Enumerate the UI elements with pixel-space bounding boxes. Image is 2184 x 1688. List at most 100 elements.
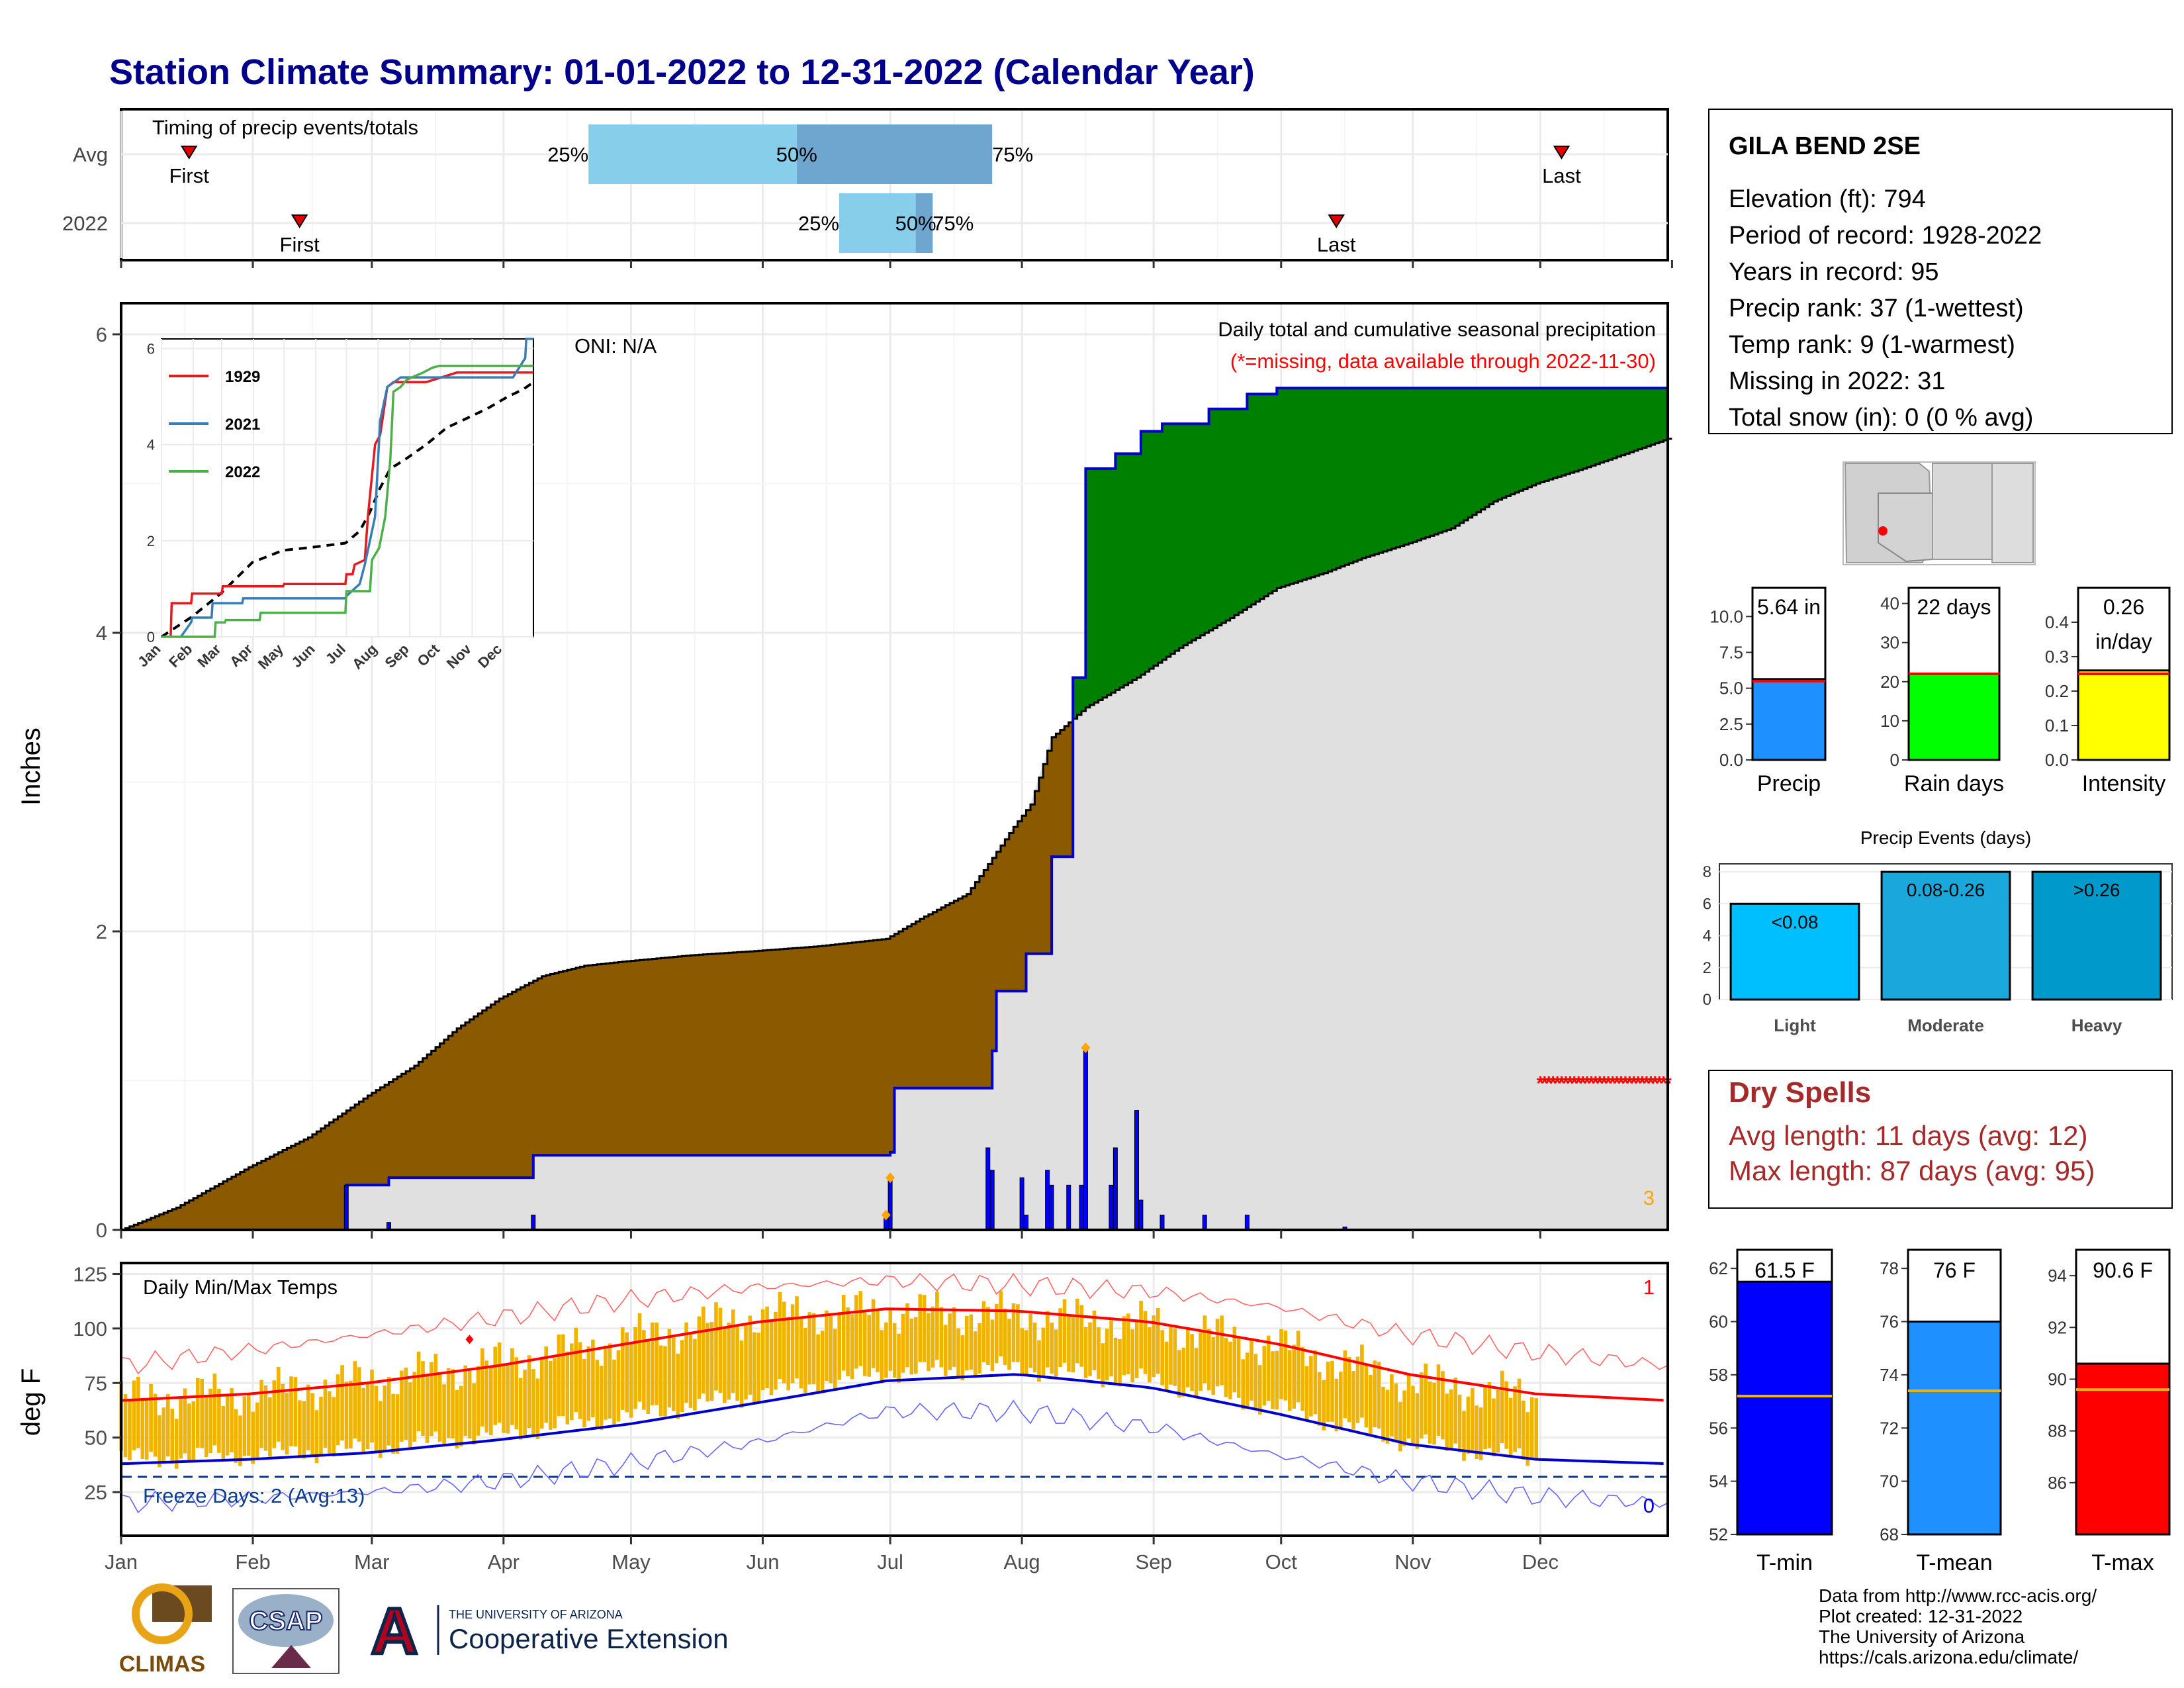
- summary-y-tick-label-intensity: 0.2: [2045, 681, 2069, 701]
- precip-missing-marker: *: [1545, 1073, 1553, 1095]
- summary-category-label-rain-days: Rain days: [1904, 771, 2004, 796]
- page-title: Station Climate Summary: 01-01-2022 to 1…: [109, 52, 1255, 92]
- precip-missing-marker: *: [1639, 1073, 1647, 1095]
- footer-line-4: https://cals.arizona.edu/climate/: [1819, 1647, 2078, 1667]
- month-label: Jan: [105, 1550, 138, 1573]
- summary-y-tick-label-rain-days: 10: [1880, 711, 1899, 731]
- precip-y-tick-label: 6: [96, 323, 107, 346]
- precip-y-label: Inches: [17, 727, 46, 806]
- timing-first-marker: [180, 146, 198, 160]
- temp-y-tick-label: 75: [85, 1372, 107, 1395]
- month-label: Jul: [877, 1550, 903, 1573]
- temp-y-tick-label: 100: [73, 1317, 107, 1340]
- inset-y-tick-label: 4: [147, 437, 155, 453]
- temp-daily-range-bars: [119, 1291, 1539, 1469]
- temp-summary-y-tick-label-tmax: 86: [2048, 1473, 2067, 1493]
- precip-missing-marker: *: [1600, 1073, 1608, 1095]
- temp-summary-y-tick-label-tmean: 68: [1880, 1524, 1899, 1544]
- events-x-label-light: Light: [1774, 1015, 1816, 1035]
- month-label: Apr: [488, 1550, 520, 1573]
- temp-record-marker: [465, 1335, 474, 1344]
- timing-panel: Timing of precip events/totals Avg 25% 50%…: [62, 108, 1673, 268]
- timing-p50-label: 50%: [895, 212, 936, 235]
- precip-missing-marker: *: [1570, 1073, 1578, 1095]
- station-box: GILA BEND 2SE Elevation (ft): 794 Period…: [1708, 109, 2173, 434]
- timing-p75-label: 75%: [933, 212, 974, 235]
- timing-title: Timing of precip events/totals: [152, 116, 418, 139]
- inset-y-tick-label: 6: [147, 341, 155, 357]
- temp-plot: [119, 1272, 1668, 1514]
- precip-missing-marker: *: [1537, 1073, 1545, 1095]
- dry-spells-title: Dry Spells: [1729, 1076, 1871, 1109]
- month-label: Aug: [1004, 1550, 1040, 1573]
- temp-title: Daily Min/Max Temps: [143, 1276, 338, 1299]
- timing-bar-50-75: [796, 124, 993, 184]
- summary-category-label-precip: Precip: [1757, 771, 1821, 796]
- temp-frame: [120, 1262, 1669, 1537]
- inset-legend-label-2022: 2022: [225, 463, 260, 481]
- temp-line-normal-max: [120, 1307, 1664, 1402]
- precip-missing-marker: *: [1549, 1073, 1557, 1095]
- temp-summary-y-tick-label-tmin: 54: [1709, 1472, 1728, 1491]
- inset-series-line-2022: [161, 364, 533, 638]
- events-y-tick-label: 8: [1703, 863, 1711, 881]
- events-bar-moderate: [1880, 870, 2011, 1001]
- precip-average-line: [121, 438, 1672, 1231]
- temp-y-tick-label: 125: [73, 1262, 107, 1286]
- month-label: Jun: [746, 1550, 779, 1573]
- temp-summary-bar-tmax: [2075, 1362, 2171, 1536]
- timing-p25-label: 25%: [547, 143, 588, 166]
- summary-y-tick-label-precip: 7.5: [1719, 643, 1743, 663]
- summary-value-label-precip: 5.64 in: [1757, 595, 1821, 619]
- inset-y-tick-label: 2: [147, 533, 155, 549]
- temp-summary-y-tick-label-tmean: 70: [1880, 1472, 1899, 1491]
- temp-y-tick-label: 25: [85, 1481, 107, 1504]
- station-elevation: Elevation (ft): 794: [1729, 185, 1926, 213]
- timing-last-label: Last: [1542, 164, 1581, 187]
- map-arizona: [1878, 492, 1933, 563]
- temp-summary-y-tick-label-tmax: 88: [2048, 1421, 2067, 1441]
- month-label: Nov: [1394, 1550, 1432, 1573]
- inset-legend-label-2021: 2021: [225, 416, 260, 434]
- precip-missing-marker: *: [1630, 1073, 1638, 1095]
- temp-summary-y-tick-label-tmean: 74: [1880, 1365, 1899, 1385]
- inset-series-line-2021: [179, 338, 533, 638]
- timing-bar-25-50: [588, 124, 797, 184]
- precip-y-tick-label: 2: [96, 920, 107, 943]
- summary-category-label-intensity: Intensity: [2082, 771, 2166, 796]
- precip-panel: ******************************* 0 2 4 6 Inc…: [17, 302, 1672, 1242]
- temp-panel: 25 50 75 100 125 deg F Daily Min/Max Temps F…: [17, 1262, 1669, 1537]
- temp-summary-y-tick-label-tmean: 78: [1880, 1258, 1899, 1278]
- month-label: May: [612, 1550, 651, 1573]
- precip-missing-marker: *: [1613, 1073, 1621, 1095]
- temp-summary-category-label-tmin: T-min: [1756, 1550, 1813, 1575]
- temp-summary-y-tick-label-tmean: 72: [1880, 1418, 1899, 1438]
- precip-missing-marker: *: [1592, 1073, 1600, 1095]
- summary-value-label-rain-days: 22 days: [1917, 595, 1991, 619]
- events-bar-label-moderate: 0.08-0.26: [1907, 880, 1985, 900]
- precip-daily-bar: [1134, 1110, 1139, 1231]
- temp-summary-bar-tmin: [1736, 1280, 1833, 1536]
- precip-daily-bar: [1109, 1184, 1114, 1231]
- csap-cloud-icon: [238, 1594, 334, 1647]
- summary-y-tick-label-precip: 5.0: [1719, 679, 1743, 698]
- precip-missing-marker: *: [1574, 1073, 1582, 1095]
- summary-y-tick-label-rain-days: 20: [1880, 672, 1899, 692]
- precip-missing-marker: *: [1588, 1073, 1596, 1095]
- summary-y-tick-label-rain-days: 30: [1880, 633, 1899, 653]
- timing-first-label: First: [169, 164, 210, 187]
- inset-y-tick-label: 0: [147, 629, 155, 645]
- precip-daily-bar: [531, 1214, 536, 1231]
- temp-summary-y-tick-label-tmax: 90: [2048, 1369, 2067, 1389]
- precip-missing-marker: *: [1660, 1073, 1668, 1095]
- timing-bar-50-75: [915, 193, 933, 253]
- timing-last-marker: [1553, 146, 1570, 160]
- precip-daily-bar: [1079, 1184, 1084, 1231]
- csap-logo: CSAP: [232, 1588, 340, 1674]
- precip-missing-marker: *: [1579, 1073, 1587, 1095]
- temp-count-top: 1: [1643, 1276, 1655, 1299]
- timing-bar-25-50: [839, 193, 916, 253]
- precip-missing-marker: *: [1558, 1073, 1566, 1095]
- temp-summary-y-tick-label-tmax: 94: [2048, 1266, 2067, 1286]
